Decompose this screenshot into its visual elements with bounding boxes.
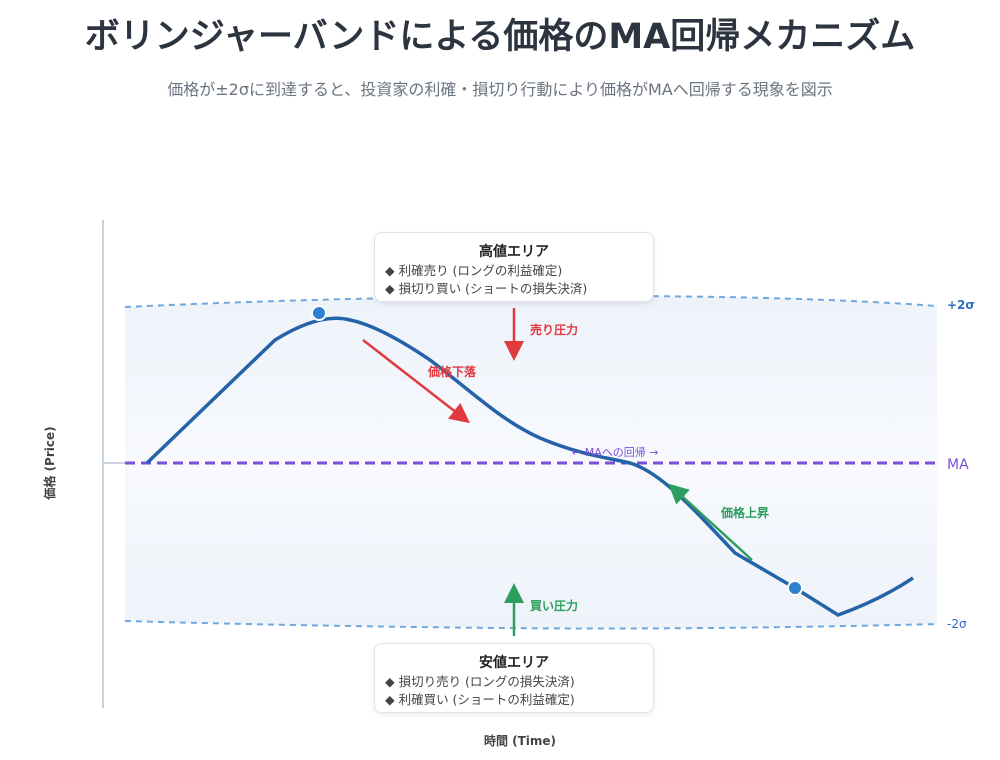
price-rise-label: 価格上昇 — [720, 505, 769, 520]
high-zone-item: ◆ 損切り買い (ショートの損失決済) — [385, 281, 588, 296]
price-rise-arrow — [668, 483, 753, 561]
high-zone-box: 高値エリア ◆ 利確売り (ロングの利益確定) ◆ 損切り買い (ショートの損失… — [374, 232, 654, 302]
high-zone-title: 高値エリア — [479, 244, 549, 260]
ma-return-label: ← MAへの回帰 → — [572, 446, 658, 459]
lower-band-line — [124, 620, 938, 630]
upper-band-label: +2σ — [947, 298, 975, 312]
low-zone-item: ◆ 損切り売り (ロングの損失決済) — [385, 674, 575, 689]
x-axis-label: 時間 (Time) — [484, 733, 556, 748]
lower-band-label: -2σ — [947, 617, 967, 631]
ma-label: MA — [947, 457, 969, 473]
low-touch-point — [787, 580, 803, 596]
price-fall-label: 価格下落 — [427, 364, 477, 379]
y-axis-label: 価格 (Price) — [42, 426, 57, 500]
high-zone-item: ◆ 利確売り (ロングの利益確定) — [385, 263, 563, 278]
high-touch-point — [311, 305, 327, 321]
low-zone-title: 安値エリア — [479, 655, 549, 671]
price-fall-arrow — [362, 339, 470, 424]
price-line — [145, 316, 914, 617]
sell-pressure-label: 売り圧力 — [530, 322, 578, 337]
buy-pressure-label: 買い圧力 — [530, 598, 578, 613]
low-zone-box: 安値エリア ◆ 損切り売り (ロングの損失決済) ◆ 利確買い (ショートの利益… — [374, 643, 654, 713]
page-subtitle: 価格が±2σに到達すると、投資家の利確・損切り行動により価格がMAへ回帰する現象… — [167, 80, 833, 99]
low-zone-item: ◆ 利確買い (ショートの利益確定) — [385, 692, 575, 707]
page-title: ボリンジャーバンドによる価格のMA回帰メカニズム — [84, 17, 916, 57]
